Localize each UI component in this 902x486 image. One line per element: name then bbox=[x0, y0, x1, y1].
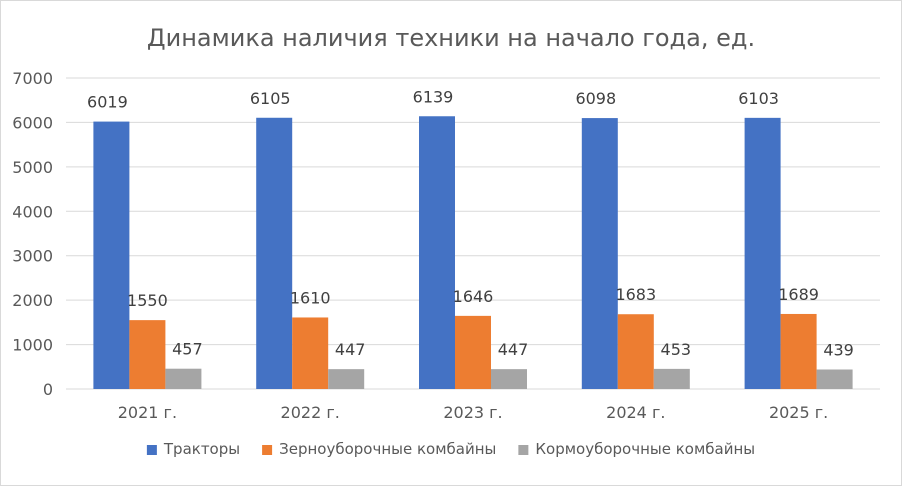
data-labels: 6019 1550 457 6105 1610 447 6139 1646 447 6098 168… bbox=[87, 87, 854, 359]
y-tick-label: 2000 bbox=[12, 291, 53, 310]
data-label: 447 bbox=[335, 340, 366, 359]
bar bbox=[744, 117, 781, 390]
y-tick-label: 5000 bbox=[12, 158, 53, 177]
y-tick-label: 1000 bbox=[12, 336, 53, 355]
bar bbox=[455, 315, 491, 389]
x-tick-label: 2021 г. bbox=[118, 403, 177, 422]
data-label: 6019 bbox=[87, 93, 128, 112]
data-label: 453 bbox=[661, 340, 692, 359]
x-axis: 2021 г. 2022 г. 2023 г. 2024 г. 2025 г. bbox=[118, 403, 828, 422]
legend: Тракторы Зерноуборочные комбайны Кормоубор… bbox=[146, 440, 755, 458]
legend-label: Тракторы bbox=[163, 440, 240, 458]
y-tick-label: 7000 bbox=[12, 69, 53, 88]
bar bbox=[617, 314, 654, 389]
bar bbox=[165, 368, 202, 389]
legend-item: Тракторы bbox=[146, 440, 240, 458]
bars bbox=[93, 116, 853, 390]
data-label: 447 bbox=[498, 340, 529, 359]
legend-label: Кормоуборочные комбайны bbox=[535, 440, 755, 458]
x-tick-label: 2023 г. bbox=[443, 403, 502, 422]
bar bbox=[816, 369, 853, 389]
y-axis: 0 1000 2000 3000 4000 5000 6000 7000 bbox=[12, 69, 53, 399]
data-label: 1689 bbox=[778, 285, 819, 304]
data-label: 1550 bbox=[127, 291, 168, 310]
bar bbox=[328, 369, 365, 389]
y-tick-label: 4000 bbox=[12, 202, 53, 221]
data-label: 1610 bbox=[290, 288, 331, 307]
bar bbox=[292, 317, 329, 389]
x-tick-label: 2022 г. bbox=[281, 403, 340, 422]
y-tick-label: 6000 bbox=[12, 113, 53, 132]
bar bbox=[256, 117, 293, 389]
data-label: 6105 bbox=[250, 89, 291, 108]
legend-swatch bbox=[518, 445, 529, 455]
data-label: 439 bbox=[823, 340, 854, 359]
data-label: 6139 bbox=[413, 87, 454, 106]
bar bbox=[419, 116, 455, 390]
bar bbox=[93, 121, 130, 390]
bar bbox=[581, 118, 618, 389]
data-label: 6098 bbox=[575, 89, 616, 108]
data-label: 6103 bbox=[738, 89, 779, 108]
chart-title: Динамика наличия техники на начало года,… bbox=[147, 24, 755, 52]
legend-item: Зерноуборочные комбайны bbox=[262, 440, 496, 458]
data-label: 457 bbox=[172, 340, 203, 359]
y-tick-label: 3000 bbox=[12, 247, 53, 266]
legend-swatch bbox=[262, 445, 273, 455]
bar bbox=[653, 368, 690, 389]
x-tick-label: 2025 г. bbox=[769, 403, 828, 422]
legend-item: Кормоуборочные комбайны bbox=[518, 440, 755, 458]
data-label: 1646 bbox=[453, 287, 494, 306]
bar bbox=[491, 369, 527, 389]
y-tick-label: 0 bbox=[43, 380, 53, 399]
bar bbox=[129, 320, 166, 389]
bar bbox=[780, 313, 817, 389]
data-label: 1683 bbox=[615, 285, 656, 304]
legend-label: Зерноуборочные комбайны bbox=[279, 440, 496, 458]
x-tick-label: 2024 г. bbox=[606, 403, 665, 422]
gridlines bbox=[66, 77, 880, 390]
legend-swatch bbox=[146, 445, 157, 455]
